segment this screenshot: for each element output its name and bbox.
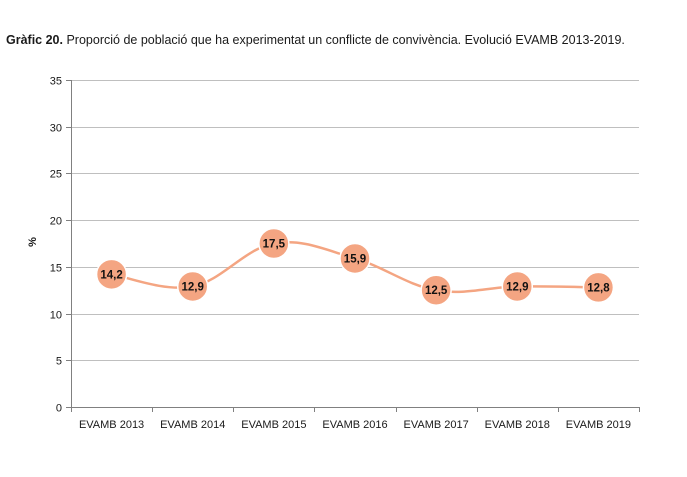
data-point-marker (95, 258, 128, 291)
data-label: 12,5 (425, 285, 448, 297)
y-axis-label: % (27, 237, 39, 247)
data-label: 15,9 (344, 253, 366, 265)
x-tick-label: EVAMB 2016 (322, 419, 387, 431)
gridlines (71, 80, 639, 361)
x-tick-labels: EVAMB 2013 EVAMB 2014 EVAMB 2015 EVAMB 2016… (79, 419, 631, 431)
y-tick-label: 20 (50, 216, 62, 228)
y-tick-label: 35 (50, 76, 62, 88)
figure-caption: Proporció de població que ha experimenta… (66, 33, 625, 47)
x-tick-label: EVAMB 2014 (160, 419, 225, 431)
data-point-marker (339, 242, 371, 275)
data-point-marker (501, 270, 534, 303)
data-label: 17,5 (263, 239, 286, 251)
x-tick-label: EVAMB 2013 (79, 419, 144, 431)
data-point-marker (582, 271, 615, 304)
data-point-marker (420, 274, 452, 306)
data-labels: 14,2 12,9 17,5 15,9 12,5 12,9 12,8 (100, 239, 610, 298)
axes (66, 80, 640, 412)
y-tick-label: 25 (50, 169, 62, 181)
y-tick-label: 10 (50, 310, 62, 322)
x-tick-label: EVAMB 2018 (485, 419, 550, 431)
y-tick-label: 0 (56, 403, 62, 415)
y-tick-label: 15 (50, 263, 62, 275)
data-point-marker (176, 270, 209, 303)
data-label: 12,9 (506, 281, 528, 293)
data-markers (95, 227, 615, 306)
x-tick-label: EVAMB 2019 (566, 419, 631, 431)
y-tick-label: 30 (50, 123, 62, 135)
y-tick-labels: 0 5 10 15 20 25 30 35 (50, 76, 62, 415)
chart-title: Gràfic 20. Proporció de població que ha … (6, 33, 625, 47)
data-label: 12,8 (587, 282, 610, 294)
y-tick-label: 5 (56, 356, 62, 368)
data-label: 14,2 (100, 269, 122, 281)
x-tick-label: EVAMB 2015 (241, 419, 306, 431)
x-tick-label: EVAMB 2017 (404, 419, 469, 431)
figure-label: Gràfic 20. (6, 33, 63, 47)
data-label: 12,9 (182, 281, 204, 293)
data-point-marker (258, 227, 290, 260)
